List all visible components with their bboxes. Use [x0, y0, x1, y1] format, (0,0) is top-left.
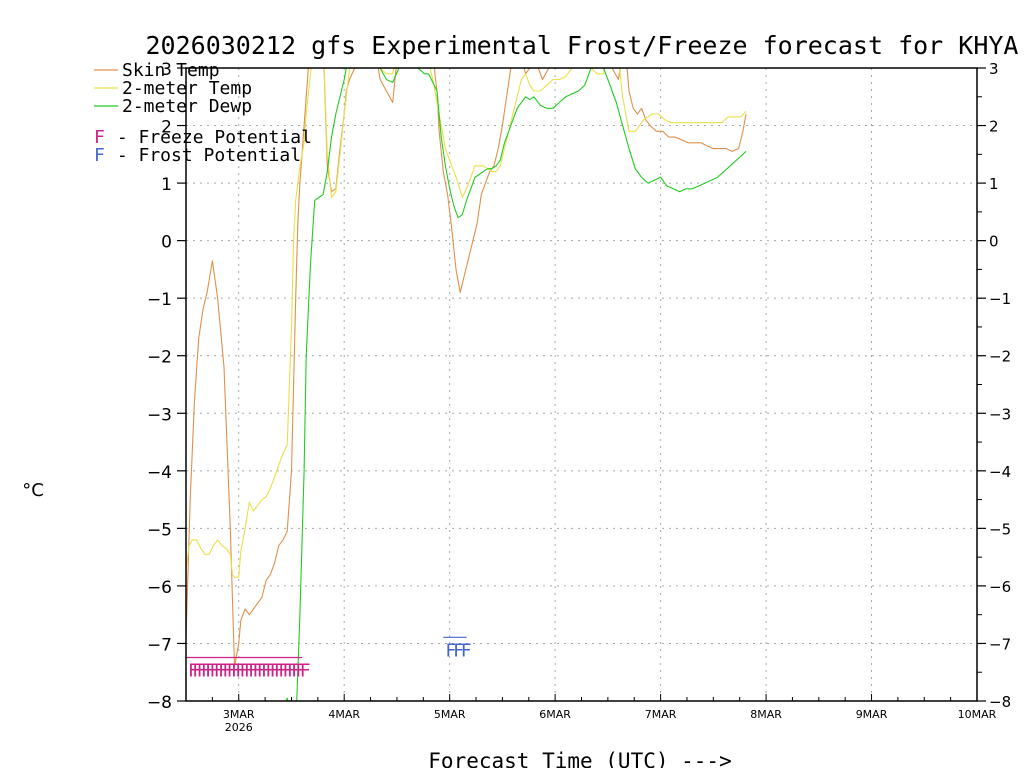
y-tick-label-left: 1 — [161, 175, 172, 195]
y-tick-label-right: −3 — [989, 405, 1011, 423]
freeze-potential-marker: F — [244, 660, 255, 681]
freeze-potential-marker: F — [192, 660, 203, 681]
freeze-potential-marker: F — [214, 660, 225, 681]
y-tick-label-right: −4 — [989, 463, 1011, 481]
y-tick-label-right: −2 — [989, 348, 1011, 366]
y-tick-label-left: −7 — [147, 635, 172, 655]
x-tick-label: 10MAR — [958, 708, 997, 721]
y-tick-label-left: 2 — [161, 118, 172, 138]
y-tick-label-right: −5 — [989, 520, 1011, 538]
y-tick-label-left: 3 — [161, 60, 172, 80]
y-tick-label-left: −2 — [147, 348, 172, 368]
freeze-potential-marker: F — [265, 660, 276, 681]
frost-potential-marker: F — [461, 640, 472, 661]
legend-label: 2-meter Dewp — [122, 96, 252, 117]
y-tick-label-left: −6 — [147, 578, 172, 598]
x-tick-label: 8MAR — [750, 708, 782, 721]
freeze-potential-marker: F — [248, 660, 259, 681]
freeze-potential-marker: F — [209, 660, 220, 681]
x-tick-label: 7MAR — [645, 708, 677, 721]
freeze-potential-marker: F — [235, 660, 246, 681]
freeze-potential-marker: F — [231, 660, 242, 681]
x-tick-label: 4MAR — [328, 708, 360, 721]
legend-label: - Frost Potential — [106, 145, 301, 166]
legend-label: 2-meter Temp — [122, 78, 252, 99]
legend-marker: F — [94, 145, 105, 166]
x-tick-label: 5MAR — [434, 708, 466, 721]
x-tick-label: 9MAR — [856, 708, 888, 721]
freeze-potential-marker: F — [283, 660, 294, 681]
freeze-potential-marker: F — [287, 660, 298, 681]
series-line-2-meter-dewp — [285, 68, 747, 701]
y-tick-label-right: 1 — [989, 175, 999, 193]
freeze-potential-marker: F — [188, 660, 199, 681]
freeze-potential-marker: F — [240, 660, 251, 681]
y-tick-label-left: −1 — [147, 290, 172, 310]
y-tick-label-right: −8 — [989, 693, 1011, 711]
freeze-potential-marker: F — [270, 660, 281, 681]
freeze-potential-marker: F — [300, 660, 311, 681]
y-tick-label-right: 0 — [989, 233, 999, 251]
y-axis-label: °C — [22, 480, 44, 501]
legend-marker: F — [94, 127, 105, 148]
plot-frame — [185, 67, 978, 702]
series-line-2-meter-temp — [186, 68, 747, 578]
x-tick-sublabel: 2026 — [225, 721, 253, 734]
y-axis-right: 3 2 1 0 −1 −2 −3 −4 −5 −6 −7 −8 — [977, 60, 1011, 711]
freeze-potential-marker: F — [201, 660, 212, 681]
legend-label: - Freeze Potential — [106, 127, 312, 148]
freeze-potential-marker: F — [218, 660, 229, 681]
y-tick-label-left: −8 — [147, 693, 172, 713]
freeze-potential-marker: F — [295, 660, 306, 681]
freeze-potential-marker: F — [197, 660, 208, 681]
freeze-potential-marker: F — [274, 660, 285, 681]
frost-potential-marker: F — [453, 640, 464, 661]
freeze-potential-marker: F — [291, 660, 302, 681]
y-tick-label-right: 3 — [989, 60, 999, 78]
x-tick-label: 6MAR — [539, 708, 571, 721]
freeze-potential-marker: F — [222, 660, 233, 681]
y-tick-label-left: −4 — [147, 463, 172, 483]
y-tick-label-right: −1 — [989, 290, 1011, 308]
freeze-potential-marker: F — [227, 660, 238, 681]
chart-title: 2026030212 gfs Experimental Frost/Freeze… — [146, 31, 1019, 60]
legend-label: Skin Temp — [122, 60, 220, 81]
freeze-potential-marker: F — [261, 660, 272, 681]
y-tick-label-left: −5 — [147, 520, 172, 540]
frost-potential-marker: F — [445, 640, 456, 661]
freeze-potential-marker: F — [252, 660, 263, 681]
x-tick-label: 3MAR — [223, 708, 255, 721]
grid-lines — [186, 68, 977, 701]
y-tick-label-left: −3 — [147, 405, 172, 425]
y-tick-label-right: −6 — [989, 578, 1011, 596]
freeze-potential-marker: F — [257, 660, 268, 681]
y-tick-label-left: 0 — [161, 233, 172, 253]
y-tick-label-right: 2 — [989, 118, 999, 136]
series-layer — [186, 68, 747, 701]
freeze-potential-marker: F — [278, 660, 289, 681]
x-axis-label: Forecast Time (UTC) ---> — [428, 749, 731, 768]
y-axis-left: 3 2 1 0 −1 −2 −3 −4 −5 −6 −7 −8 — [147, 60, 186, 713]
freeze-potential-marker: F — [205, 660, 216, 681]
y-tick-label-right: −7 — [989, 635, 1011, 653]
